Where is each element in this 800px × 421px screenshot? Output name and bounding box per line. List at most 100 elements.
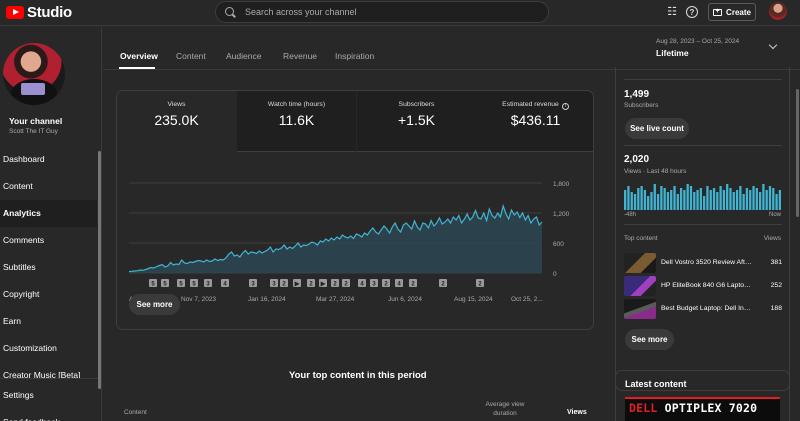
tab-overview[interactable]: Overview xyxy=(120,51,158,61)
publish-marker xyxy=(249,279,257,287)
sidebar-item-earn[interactable]: Earn xyxy=(3,316,21,326)
realtime-axis-end: Now xyxy=(768,212,781,218)
publish-marker-label: 2 xyxy=(478,281,482,287)
realtime-bar xyxy=(706,186,709,210)
publish-marker-label: 4 xyxy=(397,281,401,287)
realtime-subscribers-label: Subscribers xyxy=(624,102,659,109)
top-content-item[interactable]: HP EliteBook 840 G6 Laptop Review 252 xyxy=(624,276,782,296)
col-avg-duration-header[interactable]: Average view duration xyxy=(485,401,525,417)
x-tick-label: Aug 15, 2024 xyxy=(454,296,493,303)
sidebar-item-comments[interactable]: Comments xyxy=(3,235,45,245)
sidebar-item-analytics[interactable]: Analytics xyxy=(0,200,97,227)
metric-watch-time[interactable]: Watch time (hours) 11.6K xyxy=(237,91,356,152)
metric-views-value: 235.0K xyxy=(154,112,199,128)
metric-watch-time-label: Watch time (hours) xyxy=(267,101,326,108)
publish-marker-label: 5 xyxy=(163,281,167,287)
realtime-bar xyxy=(637,188,640,210)
realtime-bar xyxy=(716,192,719,210)
video-title: Best Budget Laptop: Dell Inspiron xyxy=(661,305,753,312)
metric-revenue-label-text: Estimated revenue xyxy=(502,101,559,108)
realtime-bar xyxy=(686,184,689,210)
studio-logo[interactable]: Studio xyxy=(6,4,72,21)
realtime-views-bar-chart[interactable] xyxy=(624,182,782,210)
chart-series-line xyxy=(128,203,543,273)
realtime-divider-bottom xyxy=(624,224,782,225)
top-content-title: Your top content in this period xyxy=(289,370,427,381)
search-input[interactable] xyxy=(245,7,525,17)
realtime-bar xyxy=(633,194,637,210)
realtime-bar xyxy=(666,192,670,210)
sidebar-item-feedback[interactable]: Send feedback xyxy=(0,409,97,421)
sidebar-item-settings[interactable]: Settings xyxy=(3,390,34,400)
metric-subscribers[interactable]: Subscribers +1.5K xyxy=(357,91,476,152)
thumbnail-model: OPTIPLEX 7020 xyxy=(664,401,758,415)
channel-avatar[interactable] xyxy=(3,43,65,105)
chart-see-more-button[interactable]: See more xyxy=(129,294,180,315)
top-content-item[interactable]: Best Budget Laptop: Dell Inspiron 188 xyxy=(624,299,782,319)
y-tick-label: 1,200 xyxy=(553,211,570,218)
latest-content-title: Latest content xyxy=(625,379,687,389)
realtime-bar xyxy=(647,196,650,210)
tab-audience[interactable]: Audience xyxy=(226,51,262,61)
sidebar-item-subtitles[interactable]: Subtitles xyxy=(3,262,36,272)
realtime-bar xyxy=(670,190,673,210)
metric-watch-time-value: 11.6K xyxy=(278,112,315,128)
metric-views[interactable]: Views 235.0K xyxy=(117,91,236,153)
publish-marker xyxy=(307,279,315,287)
y-tick-label: 0 xyxy=(553,271,557,278)
sidebar-item-content[interactable]: Content xyxy=(3,181,33,191)
publish-marker-label: 2 xyxy=(309,281,313,287)
help-icon[interactable]: ? xyxy=(686,6,698,18)
info-icon[interactable]: i xyxy=(561,103,569,110)
realtime-bar xyxy=(772,188,775,210)
publish-marker-label: 2 xyxy=(384,281,388,287)
publish-marker-label: 2 xyxy=(411,281,415,287)
col-views-header[interactable]: Views xyxy=(567,409,587,416)
tab-content[interactable]: Content xyxy=(176,51,206,61)
date-range-text: Aug 28, 2023 – Oct 25, 2024 xyxy=(656,38,740,45)
main-scrollbar[interactable] xyxy=(796,89,799,217)
col-content-header[interactable]: Content xyxy=(124,409,147,416)
top-content-see-more-button[interactable]: See more xyxy=(625,329,674,350)
video-thumbnail xyxy=(624,299,656,319)
tab-revenue[interactable]: Revenue xyxy=(283,51,318,61)
top-content-item[interactable]: Dell Vostro 3520 Review After 1 Year 381 xyxy=(624,253,782,273)
publish-marker xyxy=(358,279,366,287)
search-icon[interactable] xyxy=(225,6,236,18)
feedback-icon[interactable]: ☷ xyxy=(667,6,677,18)
top-content-label: Top content xyxy=(624,235,658,242)
publish-marker-label: 3 xyxy=(206,281,210,287)
main-content: Overview Content Audience Revenue Inspir… xyxy=(103,27,800,421)
latest-video-thumbnail[interactable]: DELL OPTIPLEX 7020 xyxy=(625,397,780,421)
sidebar-item-copyright[interactable]: Copyright xyxy=(3,289,40,299)
publish-marker xyxy=(382,279,390,287)
publish-marker xyxy=(161,279,169,287)
tab-inspiration[interactable]: Inspiration xyxy=(335,51,375,61)
app-name: Studio xyxy=(27,4,72,21)
account-avatar[interactable] xyxy=(769,2,787,20)
sidebar-item-dashboard[interactable]: Dashboard xyxy=(3,154,45,164)
sidebar-item-customization[interactable]: Customization xyxy=(3,343,57,353)
sidebar-scrollbar[interactable] xyxy=(98,151,101,389)
realtime-bar xyxy=(729,188,732,210)
youtube-logo-icon xyxy=(6,6,24,19)
sidebar-item-creator-music[interactable]: Creator Music [Beta] xyxy=(3,370,81,378)
realtime-subscribers-value: 1,499 xyxy=(624,89,650,100)
publish-marker xyxy=(190,279,198,287)
realtime-bar xyxy=(679,188,683,210)
realtime-bar xyxy=(762,184,765,210)
see-live-count-button[interactable]: See live count xyxy=(625,118,689,139)
create-button[interactable]: + Create xyxy=(708,3,756,21)
chevron-down-icon[interactable] xyxy=(768,40,778,50)
publish-marker-label: 2 xyxy=(333,281,337,287)
realtime-bar xyxy=(643,190,647,210)
realtime-bar xyxy=(719,186,722,210)
realtime-bar xyxy=(683,190,686,210)
search-bar[interactable] xyxy=(215,1,549,23)
create-video-icon: + xyxy=(713,8,723,16)
realtime-bar xyxy=(656,194,660,210)
realtime-bar xyxy=(765,190,768,210)
metric-revenue[interactable]: Estimated revenue i $436.11 xyxy=(476,91,593,152)
publish-marker xyxy=(439,279,447,287)
